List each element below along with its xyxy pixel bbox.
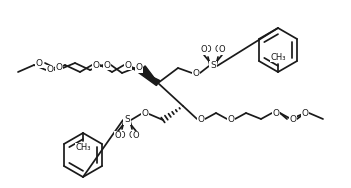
Text: O: O — [227, 114, 234, 124]
Text: O: O — [290, 114, 297, 124]
Polygon shape — [128, 65, 160, 86]
Text: O: O — [119, 131, 125, 140]
Text: O: O — [55, 64, 62, 73]
Text: CH₃: CH₃ — [75, 143, 91, 152]
Text: O: O — [35, 58, 42, 67]
Text: O: O — [125, 61, 132, 70]
Text: S: S — [124, 115, 130, 124]
Text: O: O — [93, 61, 99, 70]
Text: O: O — [215, 45, 221, 55]
Text: O: O — [129, 131, 135, 140]
Text: O: O — [201, 45, 207, 55]
Text: O: O — [46, 65, 53, 74]
Text: O: O — [192, 68, 199, 77]
Text: O: O — [135, 64, 143, 73]
Text: O: O — [205, 45, 211, 55]
Text: S: S — [210, 61, 216, 70]
Text: O: O — [104, 61, 111, 70]
Text: O: O — [272, 108, 279, 118]
Text: CH₃: CH₃ — [270, 52, 286, 61]
Text: O: O — [133, 131, 139, 140]
Text: O: O — [302, 108, 309, 118]
Text: O: O — [219, 45, 225, 55]
Text: S: S — [124, 115, 130, 124]
Text: O: O — [198, 114, 205, 124]
Text: O: O — [141, 109, 148, 118]
Polygon shape — [141, 66, 158, 83]
Text: O: O — [115, 131, 121, 140]
Text: S: S — [210, 61, 216, 70]
